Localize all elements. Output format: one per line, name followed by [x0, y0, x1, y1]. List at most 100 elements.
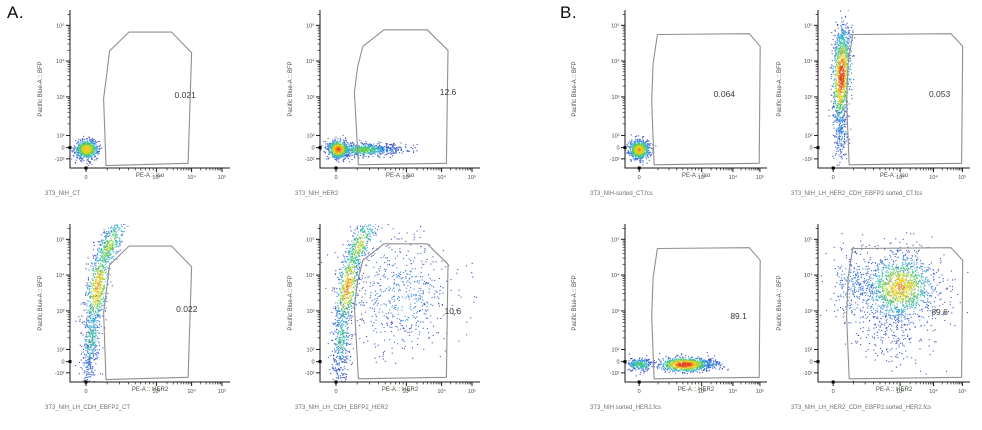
flow-plot-a4-her2-her2: Pacific Blue-A :: BFP PE-A :: HER2 3T3_N… [265, 219, 500, 429]
flow-plot-b1-iso-sorted-ct: Pacific Blue-A :: BFP PE-A :: Iso 3T3_NI… [558, 5, 793, 215]
gate-polygon [353, 243, 449, 380]
scatter-dots-canvas [818, 10, 970, 168]
x-tick-label: 10⁴ [437, 388, 446, 395]
x-tick-label: 0 [638, 389, 641, 395]
x-origin-marker [831, 166, 835, 170]
y-origin-marker [816, 360, 820, 364]
axes-and-gate-overlay: 0 10³ 10⁴ 10⁵ -10² 0 10² 10³ 10⁴ 10⁵ [55, 224, 230, 395]
gate-polygon [353, 29, 449, 166]
y-tick-label: 10⁴ [306, 58, 315, 65]
flow-plot-a3-her2-ct: Pacific Blue-A :: BFP PE-A :: HER2 3T3_N… [15, 219, 250, 429]
sample-file-name: 3T3_NIH-sorted_CT.fcs [590, 191, 653, 197]
axes-and-gate-overlay: 0 10³ 10⁴ 10⁵ -10² 0 10² 10³ 10⁴ 10⁵ [305, 224, 480, 395]
y-tick-label: 10⁴ [804, 272, 813, 279]
sample-file-name: 3T3_NIH_HER2 [295, 191, 339, 197]
y-tick-label: 10³ [805, 95, 813, 101]
x-tick-label: 0 [832, 175, 835, 181]
y-origin-marker [816, 146, 820, 150]
gate-percentage: 89.6 [931, 307, 948, 318]
x-origin-marker [637, 380, 641, 384]
y-tick-label: 10⁴ [611, 272, 620, 279]
y-tick-label: -10² [803, 157, 813, 163]
x-tick-label: 10⁵ [218, 174, 226, 181]
y-tick-label: 10⁴ [804, 58, 813, 65]
y-origin-marker [318, 146, 322, 150]
x-tick-label: 0 [84, 175, 87, 181]
gate-percentage: 0.064 [713, 88, 736, 99]
gate-polygon [846, 247, 964, 380]
y-tick-label: 10⁵ [804, 22, 812, 29]
y-tick-label: 10⁵ [56, 236, 64, 243]
x-tick-label: 0 [832, 389, 835, 395]
axis-lines [69, 224, 230, 383]
gate-polygon [651, 33, 761, 166]
axes-and-gate-overlay: 0 10³ 10⁴ 10⁵ -10² 0 10² 10³ 10⁴ 10⁵ [305, 10, 480, 181]
x-tick-label: 10³ [698, 175, 706, 181]
y-tick-label: 10³ [805, 309, 813, 315]
y-origin-marker [623, 146, 627, 150]
y-tick-label: -10² [55, 371, 65, 377]
flow-plot-b3-her2-sorted: Pacific Blue-A :: BFP PE-A :: HER2 3T3_N… [558, 219, 793, 429]
x-tick-label: 10³ [402, 175, 410, 181]
x-origin-marker [84, 166, 88, 170]
gate-polygon [846, 33, 964, 166]
y-tick-label: -10² [305, 157, 315, 163]
x-tick-label: 10⁴ [729, 174, 738, 181]
y-origin-marker [68, 146, 72, 150]
sample-file-name: 3T3_NIH_LH_CDH_EBFP2_CT [45, 405, 131, 411]
gate-percentage: 0.022 [176, 304, 198, 315]
y-tick-label: 0 [809, 360, 812, 366]
y-tick-label: 10⁴ [56, 58, 65, 65]
y-tick-label: 0 [61, 360, 64, 366]
y-tick-label: 10² [612, 133, 620, 139]
x-tick-label: 0 [638, 175, 641, 181]
panel-a-label: A. [7, 3, 25, 22]
y-tick-label: 10² [57, 347, 65, 353]
y-origin-marker [68, 360, 72, 364]
y-tick-label: -10² [803, 371, 813, 377]
y-tick-label: 10⁴ [56, 272, 65, 279]
x-tick-label: 10³ [896, 175, 904, 181]
y-tick-label: 10³ [57, 309, 65, 315]
x-axis-label: PE-A :: Iso [385, 173, 415, 179]
scatter-dots-canvas [625, 224, 767, 382]
flow-plot-a1-iso-ct: Pacific Blue-A :: BFP PE-A :: Iso 3T3_NI… [15, 5, 250, 215]
y-tick-label: 10⁵ [804, 236, 812, 243]
y-tick-label: 10³ [57, 95, 65, 101]
y-tick-label: 10⁴ [611, 58, 620, 65]
flow-plot-a2-iso-her2: Pacific Blue-A :: BFP PE-A :: Iso 3T3_NI… [265, 5, 500, 215]
y-tick-label: -10² [610, 371, 620, 377]
axis-lines [69, 10, 230, 169]
scatter-dots-canvas [320, 224, 480, 382]
y-tick-label: 10⁵ [306, 236, 314, 243]
x-axis-label: PE-A :: Iso [681, 173, 711, 179]
x-tick-label: 0 [334, 389, 337, 395]
x-tick-label: 10⁵ [958, 388, 966, 395]
x-origin-marker [334, 380, 338, 384]
y-tick-label: 0 [311, 360, 314, 366]
sample-file-name: 3T3_NIH_LH_HER2_CDH_EBFP2.sorted_HER2.fc… [791, 405, 932, 411]
scatter-dots-canvas [70, 224, 230, 382]
x-tick-label: 10⁵ [756, 388, 764, 395]
y-origin-marker [318, 360, 322, 364]
axes-and-gate-overlay: 0 10³ 10⁴ 10⁵ -10² 0 10² 10³ 10⁴ 10⁵ [803, 224, 970, 395]
x-tick-label: 10³ [402, 389, 410, 395]
gate-percentage: 10.6 [444, 305, 462, 316]
scatter-dots-canvas [818, 224, 970, 382]
y-tick-label: -10² [55, 157, 65, 163]
panel-b-label: B. [560, 3, 578, 22]
y-tick-label: 10² [805, 347, 813, 353]
y-tick-label: 10⁵ [611, 236, 619, 243]
x-axis-label: PE-A :: Iso [879, 173, 909, 179]
x-tick-label: 10⁵ [468, 174, 476, 181]
y-tick-label: -10² [610, 157, 620, 163]
x-tick-label: 10⁴ [929, 174, 938, 181]
y-tick-label: 10⁴ [306, 272, 315, 279]
y-tick-label: -10² [305, 371, 315, 377]
y-tick-label: 10² [57, 133, 65, 139]
y-tick-label: 10⁵ [611, 22, 619, 29]
x-tick-label: 10⁵ [958, 174, 966, 181]
scatter-dots-canvas [70, 10, 230, 168]
gate-polygon [103, 31, 193, 167]
gate-percentage: 89.1 [730, 310, 747, 321]
